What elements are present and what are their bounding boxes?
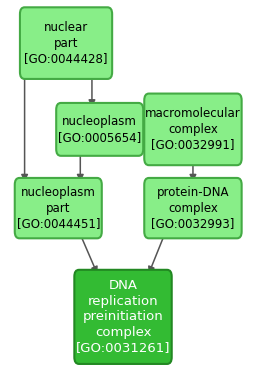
- Text: nucleoplasm
[GO:0005654]: nucleoplasm [GO:0005654]: [58, 115, 141, 144]
- FancyBboxPatch shape: [74, 270, 172, 364]
- Text: nuclear
part
[GO:0044428]: nuclear part [GO:0044428]: [24, 21, 108, 65]
- FancyBboxPatch shape: [56, 103, 143, 156]
- Text: macromolecular
complex
[GO:0032991]: macromolecular complex [GO:0032991]: [145, 107, 241, 152]
- Text: nucleoplasm
part
[GO:0044451]: nucleoplasm part [GO:0044451]: [17, 186, 100, 230]
- FancyBboxPatch shape: [20, 8, 112, 79]
- FancyBboxPatch shape: [15, 178, 102, 238]
- FancyBboxPatch shape: [144, 178, 242, 238]
- Text: protein-DNA
complex
[GO:0032993]: protein-DNA complex [GO:0032993]: [151, 186, 235, 230]
- Text: DNA
replication
preinitiation
complex
[GO:0031261]: DNA replication preinitiation complex [G…: [76, 279, 170, 354]
- FancyBboxPatch shape: [144, 94, 242, 165]
